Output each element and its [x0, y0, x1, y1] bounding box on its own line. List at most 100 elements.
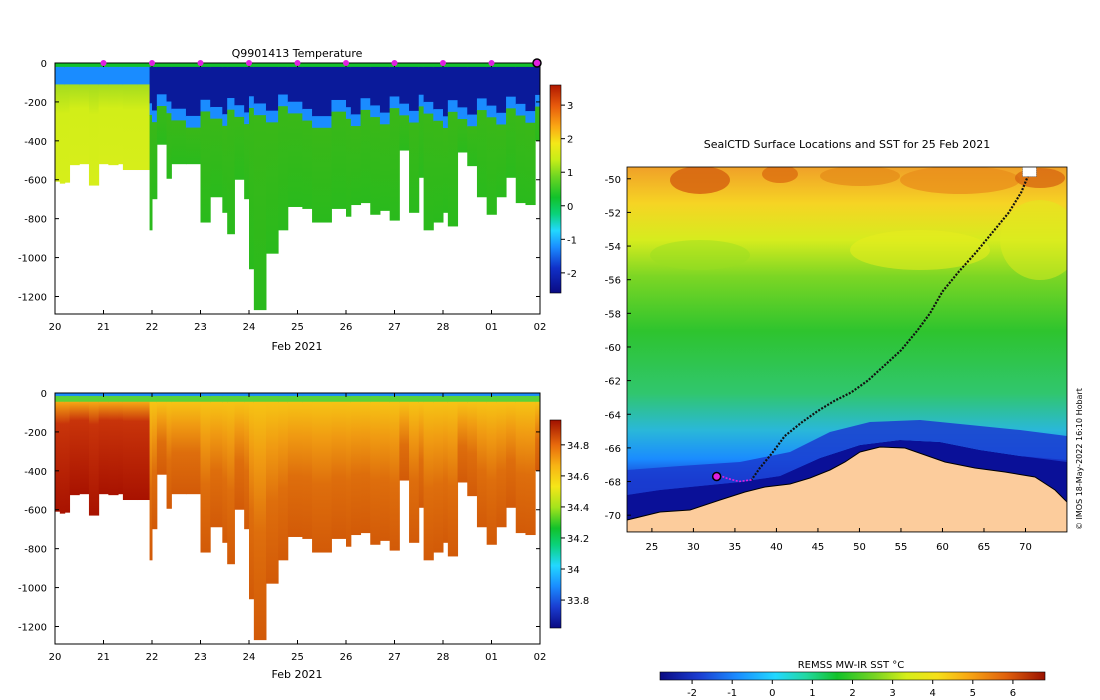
y-tick-label: -600: [24, 176, 47, 187]
sst-colorbar-tick-label: 4: [930, 688, 936, 699]
profile-deep-layer: [200, 111, 211, 223]
profile-column: [64, 63, 71, 183]
profile-surface-layer: [265, 63, 279, 68]
profile-surface-layer: [443, 393, 449, 397]
x-tick-label: 02: [534, 652, 547, 663]
profile-cold-layer: [64, 66, 71, 86]
profile-deep-layer: [69, 84, 80, 166]
profile-column: [467, 393, 478, 497]
profile-surface-layer: [122, 393, 138, 397]
colorbar-tick-label: -2: [567, 269, 577, 280]
profile-surface-layer: [69, 63, 80, 68]
profile-surface-layer: [287, 63, 303, 68]
sst-colorbar-tick-label: 1: [809, 688, 815, 699]
profile-column: [346, 393, 352, 547]
profile-fresh-layer: [234, 395, 245, 403]
profile-column: [370, 393, 381, 545]
profile-column: [244, 393, 250, 530]
profile-column: [302, 63, 313, 209]
profile-transition-layer: [185, 115, 201, 129]
profile-transition-layer: [433, 109, 444, 122]
salinity-x-label: Feb 2021: [272, 668, 323, 681]
profile-surface-layer: [249, 393, 255, 397]
profile-fresh-layer: [535, 395, 540, 403]
profile-fresh-layer: [118, 395, 124, 403]
profile-surface-layer: [166, 393, 172, 397]
profile-surface-layer: [331, 393, 347, 397]
profile-column: [166, 63, 172, 179]
x-tick-label: 23: [194, 652, 207, 663]
profile-column: [457, 63, 468, 153]
lat-tick-label: -66: [605, 444, 621, 455]
profile-cold-layer: [457, 66, 468, 109]
profile-column: [423, 63, 434, 231]
profile-column: [69, 63, 80, 166]
profile-deep-layer: [152, 401, 158, 530]
profile-deep-layer: [312, 401, 332, 553]
profile-fresh-layer: [476, 395, 488, 403]
profile-column: [457, 393, 468, 483]
profile-transition-layer: [379, 112, 391, 126]
colorbar-tick-label: 34.4: [567, 503, 589, 514]
profile-fresh-layer: [98, 395, 109, 403]
profile-column: [88, 393, 100, 516]
profile-cold-layer: [467, 66, 478, 116]
profile-column: [227, 393, 235, 565]
profile-deep-layer: [249, 401, 255, 600]
profile-deep-layer: [418, 401, 425, 508]
profile-column: [249, 63, 255, 270]
y-tick-label: -200: [24, 428, 47, 439]
profile-surface-layer: [423, 393, 434, 397]
profile-surface-layer: [200, 63, 211, 68]
profile-column: [222, 393, 228, 543]
profile-surface-layer: [287, 393, 303, 397]
surface-marker: [246, 60, 252, 66]
colorbar-tick-label: 34.2: [567, 534, 589, 545]
profile-column: [98, 63, 109, 165]
surface-marker: [100, 60, 107, 66]
profile-deep-layer: [118, 401, 124, 495]
profile-transition-layer: [418, 94, 425, 108]
profile-cold-layer: [156, 66, 168, 96]
profile-fresh-layer: [253, 395, 267, 403]
profile-column: [525, 63, 536, 206]
profile-surface-layer: [118, 63, 124, 68]
colorbar-tick-label: -1: [567, 235, 577, 246]
profile-deep-layer: [149, 114, 153, 231]
profile-fresh-layer: [350, 395, 362, 403]
profile-fresh-layer: [486, 395, 497, 403]
profile-cold-layer: [302, 66, 313, 110]
profile-surface-layer: [244, 393, 250, 397]
profile-surface-layer: [79, 63, 90, 68]
profile-deep-layer: [98, 401, 109, 495]
profile-deep-layer: [185, 127, 201, 165]
profile-column: [88, 63, 100, 186]
profile-fresh-layer: [409, 395, 420, 403]
temperature-surface-markers: [100, 58, 542, 68]
sst-colorbar-ticks: -2 -1 0 1 2 3 4 5 6: [687, 680, 1016, 699]
profile-cold-layer: [152, 66, 158, 112]
profile-fresh-layer: [418, 395, 425, 403]
profile-column: [152, 63, 158, 200]
profile-deep-layer: [486, 117, 497, 215]
profile-deep-layer: [457, 401, 468, 483]
profile-surface-layer: [312, 393, 332, 397]
y-tick-label: 0: [41, 59, 47, 70]
profile-column: [476, 393, 488, 528]
profile-fresh-layer: [496, 395, 507, 403]
profile-transition-layer: [447, 100, 459, 113]
profile-surface-layer: [156, 393, 168, 397]
profile-surface-layer: [506, 393, 517, 397]
profile-surface-layer: [59, 63, 66, 68]
profile-fresh-layer: [69, 395, 80, 403]
profile-fresh-layer: [64, 395, 71, 403]
profile-deep-layer: [409, 122, 420, 213]
sst-cool-band: [627, 420, 1067, 495]
profile-column: [409, 63, 420, 213]
profile-deep-layer: [476, 110, 488, 198]
profile-surface-layer: [370, 63, 381, 68]
profile-fresh-layer: [88, 395, 100, 403]
profile-surface-layer: [234, 393, 245, 397]
profile-column: [433, 63, 444, 223]
profile-deep-layer: [137, 401, 151, 501]
